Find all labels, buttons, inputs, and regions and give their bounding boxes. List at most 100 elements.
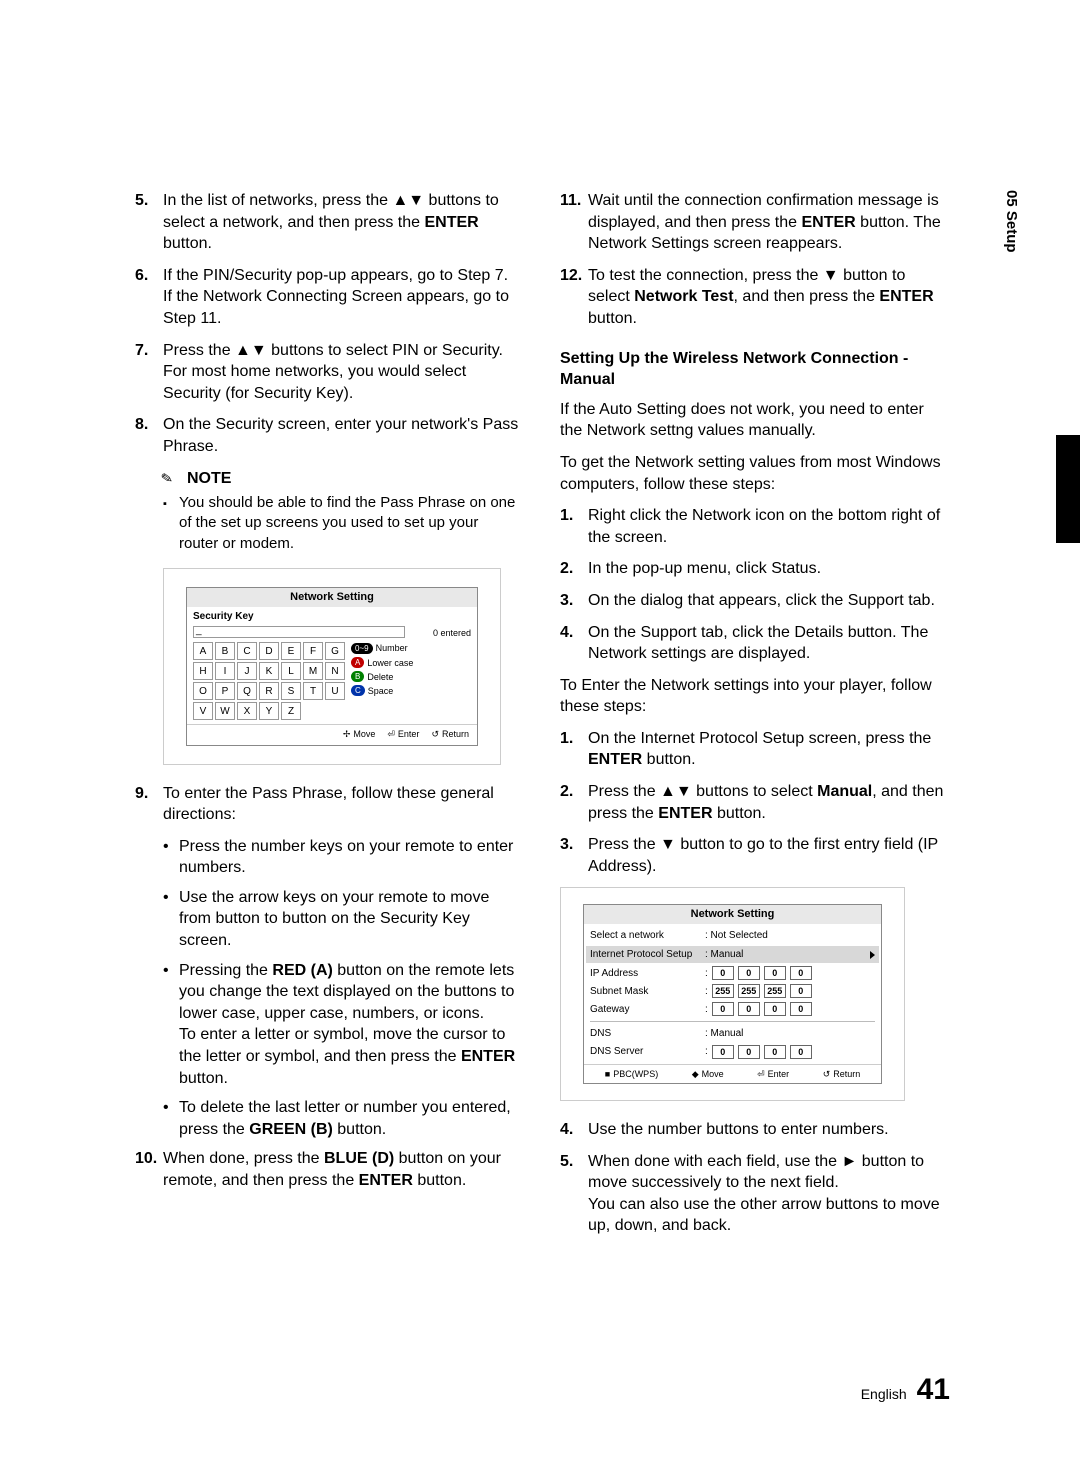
ip-cell: 0 bbox=[764, 1002, 786, 1016]
bullet-text: Use the arrow keys on your remote to mov… bbox=[179, 887, 520, 952]
ns-row: IP Address:0000 bbox=[590, 964, 875, 982]
kb-key: U bbox=[325, 682, 345, 700]
ns-label: DNS bbox=[590, 1027, 705, 1041]
step-item: 12.To test the connection, press the ▼ b… bbox=[560, 265, 945, 330]
ns-footer: ■ PBC(WPS) ◆ Move ⏎ Enter ↺ Return bbox=[584, 1064, 881, 1083]
step-number: 1. bbox=[560, 505, 588, 548]
kb-key: E bbox=[281, 642, 301, 660]
bullet-dot: • bbox=[163, 887, 179, 952]
step-number: 3. bbox=[560, 590, 588, 612]
note-icon bbox=[163, 471, 181, 485]
step-number: 9. bbox=[135, 783, 163, 826]
ip-cell: 255 bbox=[738, 984, 760, 998]
kb-key: T bbox=[303, 682, 323, 700]
ns-foot-return: ↺ Return bbox=[823, 1068, 861, 1080]
step-text: In the pop-up menu, click Status. bbox=[588, 558, 945, 580]
kb-key: C bbox=[237, 642, 257, 660]
right-p1: If the Auto Setting does not work, you n… bbox=[560, 399, 945, 442]
step-number: 12. bbox=[560, 265, 588, 330]
keyboard-panel: Network Setting Security Key 0 entered A… bbox=[186, 587, 478, 746]
step-item: 4.Use the number buttons to enter number… bbox=[560, 1119, 945, 1141]
step-item: 5.In the list of networks, press the ▲▼ … bbox=[135, 190, 520, 255]
manual-subhead: Setting Up the Wireless Network Connecti… bbox=[560, 348, 945, 391]
kb-key: O bbox=[193, 682, 213, 700]
kb-key: Q bbox=[237, 682, 257, 700]
colon: : bbox=[705, 967, 708, 981]
kb-legend-row: BDelete bbox=[351, 671, 413, 683]
ip-cell: 0 bbox=[738, 1045, 760, 1059]
arrow-right-icon bbox=[870, 951, 875, 959]
step-number: 1. bbox=[560, 728, 588, 771]
step-number: 2. bbox=[560, 558, 588, 580]
colon: : bbox=[705, 985, 708, 999]
step-item: 2.Press the ▲▼ buttons to select Manual,… bbox=[560, 781, 945, 824]
step-text: To test the connection, press the ▼ butt… bbox=[588, 265, 945, 330]
ns-divider bbox=[590, 1021, 875, 1022]
footer-lang: English bbox=[861, 1386, 907, 1402]
step-item: 6.If the PIN/Security pop-up appears, go… bbox=[135, 265, 520, 330]
step-text: Use the number buttons to enter numbers. bbox=[588, 1119, 945, 1141]
right-steps-4: 4.Use the number buttons to enter number… bbox=[560, 1119, 945, 1237]
bullet-text: Pressing the RED (A) button on the remot… bbox=[179, 960, 520, 1090]
kb-key: X bbox=[237, 702, 257, 720]
step-text: On the Internet Protocol Setup screen, p… bbox=[588, 728, 945, 771]
step-item: 1.On the Internet Protocol Setup screen,… bbox=[560, 728, 945, 771]
ns-foot-enter: ⏎ Enter bbox=[757, 1068, 789, 1080]
ip-cell: 0 bbox=[790, 1045, 812, 1059]
kb-legend-badge: A bbox=[351, 657, 364, 668]
ip-boxes: :0000 bbox=[705, 966, 812, 980]
ns-foot-pbc: ■ PBC(WPS) bbox=[605, 1068, 658, 1080]
kb-legend-row: 0~9Number bbox=[351, 642, 413, 654]
kb-key: Z bbox=[281, 702, 301, 720]
kb-legend-badge: B bbox=[351, 671, 364, 682]
step-text: On the Support tab, click the Details bu… bbox=[588, 622, 945, 665]
step-number: 7. bbox=[135, 340, 163, 405]
kb-legend-label: Space bbox=[368, 685, 394, 697]
ip-cell: 0 bbox=[790, 966, 812, 980]
kb-input-row: 0 entered bbox=[187, 626, 477, 642]
left-steps-1: 5.In the list of networks, press the ▲▼ … bbox=[135, 190, 520, 458]
bullet-dot: • bbox=[163, 960, 179, 1090]
ip-cell: 0 bbox=[712, 1045, 734, 1059]
left-steps-2: 9.To enter the Pass Phrase, follow these… bbox=[135, 783, 520, 826]
kb-key: Y bbox=[259, 702, 279, 720]
note-body: You should be able to find the Pass Phra… bbox=[179, 493, 520, 554]
ip-cell: 0 bbox=[712, 1002, 734, 1016]
step-text: Press the ▲▼ buttons to select PIN or Se… bbox=[163, 340, 520, 405]
step-text: In the list of networks, press the ▲▼ bu… bbox=[163, 190, 520, 255]
ns-title: Network Setting bbox=[584, 905, 881, 924]
step-text: When done with each field, use the ► but… bbox=[588, 1151, 945, 1237]
note-bullet-icon: ▪ bbox=[163, 493, 179, 554]
kb-side-legend: 0~9NumberALower caseBDeleteCSpace bbox=[351, 642, 413, 720]
step-item: 3.Press the ▼ button to go to the first … bbox=[560, 834, 945, 877]
step-text: To enter the Pass Phrase, follow these g… bbox=[163, 783, 520, 826]
step-text: Press the ▼ button to go to the first en… bbox=[588, 834, 945, 877]
kb-key: B bbox=[215, 642, 235, 660]
kb-input bbox=[193, 626, 405, 638]
step-text: Right click the Network icon on the bott… bbox=[588, 505, 945, 548]
kb-grid-wrap: ABCDEFGHIJKLMNOPQRSTUVWXYZ 0~9NumberALow… bbox=[187, 642, 477, 724]
kb-key: P bbox=[215, 682, 235, 700]
kb-key: L bbox=[281, 662, 301, 680]
two-column-layout: 5.In the list of networks, press the ▲▼ … bbox=[135, 190, 950, 1247]
side-thumb-mark bbox=[1056, 435, 1080, 543]
kb-legend-row: ALower case bbox=[351, 657, 413, 669]
ns-body: Select a network: Not SelectedInternet P… bbox=[584, 924, 881, 1064]
step-item: 4.On the Support tab, click the Details … bbox=[560, 622, 945, 665]
step-number: 4. bbox=[560, 1119, 588, 1141]
ns-label: Gateway bbox=[590, 1003, 705, 1017]
security-key-figure: Network Setting Security Key 0 entered A… bbox=[163, 568, 501, 765]
kb-key: K bbox=[259, 662, 279, 680]
chapter-tab: 05 Setup bbox=[1003, 190, 1020, 253]
step-number: 8. bbox=[135, 414, 163, 457]
right-p3: To Enter the Network settings into your … bbox=[560, 675, 945, 718]
kb-key: H bbox=[193, 662, 213, 680]
kb-title: Network Setting bbox=[187, 588, 477, 607]
ip-cell: 0 bbox=[712, 966, 734, 980]
step-item: 7.Press the ▲▼ buttons to select PIN or … bbox=[135, 340, 520, 405]
kb-legend-label: Lower case bbox=[367, 657, 413, 669]
kb-key: G bbox=[325, 642, 345, 660]
ns-row: DNS: Manual bbox=[590, 1025, 875, 1043]
kb-key: S bbox=[281, 682, 301, 700]
ip-cell: 0 bbox=[790, 1002, 812, 1016]
